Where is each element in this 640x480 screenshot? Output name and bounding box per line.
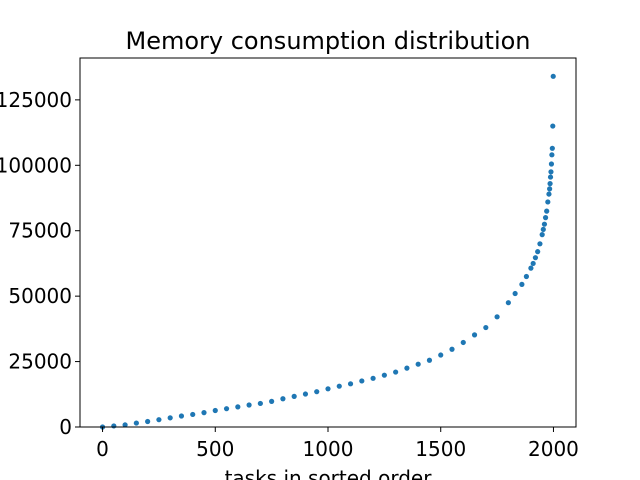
- data-point: [133, 420, 139, 426]
- data-point: [280, 396, 286, 402]
- data-point: [381, 372, 387, 378]
- data-point: [550, 123, 556, 129]
- data-point: [178, 413, 185, 419]
- x-tick-label: 1000: [303, 437, 354, 461]
- data-point: [404, 365, 410, 371]
- data-point: [547, 181, 553, 187]
- data-point: [190, 411, 196, 418]
- data-point: [549, 145, 555, 151]
- data-point: [537, 241, 543, 247]
- y-tick-label: 50000: [8, 284, 72, 308]
- data-point: [201, 410, 207, 416]
- data-point: [246, 402, 252, 408]
- data-point: [302, 391, 309, 397]
- data-point: [370, 375, 376, 381]
- data-point: [541, 221, 548, 227]
- data-point: [528, 265, 534, 271]
- data-point: [347, 381, 354, 387]
- data-point: [223, 406, 230, 412]
- data-point: [314, 389, 320, 395]
- data-point: [235, 404, 241, 410]
- data-point: [359, 378, 365, 384]
- y-tick-label: 100000: [0, 153, 72, 177]
- data-point: [494, 314, 500, 320]
- x-tick-label: 1500: [415, 437, 466, 461]
- data-point: [460, 339, 466, 346]
- data-point: [539, 232, 545, 238]
- data-point: [544, 208, 550, 214]
- data-point: [438, 352, 444, 358]
- x-axis-ticks: 0 500 1000 1500 2000: [96, 427, 579, 461]
- data-point: [548, 161, 555, 167]
- y-tick-label: 0: [59, 415, 72, 439]
- data-point: [145, 418, 151, 425]
- data-point: [291, 393, 297, 399]
- data-point: [547, 174, 554, 180]
- x-tick-label: 500: [196, 437, 234, 461]
- data-point: [542, 215, 549, 221]
- y-axis-ticks: 0 25000 50000 75000 100000 125000: [0, 88, 80, 439]
- data-point: [483, 324, 489, 331]
- data-point: [257, 400, 263, 407]
- data-point: [550, 73, 556, 79]
- data-point: [393, 369, 399, 375]
- data-point: [426, 357, 433, 363]
- y-tick-label: 125000: [0, 88, 72, 112]
- data-point: [530, 260, 536, 267]
- data-point: [535, 249, 541, 255]
- data-point: [519, 281, 525, 287]
- data-point: [212, 407, 218, 414]
- data-point: [449, 346, 455, 352]
- data-point: [546, 191, 552, 197]
- x-axis-label: tasks in sorted order: [225, 466, 433, 480]
- data-point: [505, 300, 511, 306]
- data-point: [512, 290, 518, 297]
- y-tick-label: 75000: [8, 219, 72, 243]
- data-point: [156, 417, 162, 423]
- data-point: [549, 152, 555, 158]
- data-point: [547, 186, 553, 192]
- data-point: [415, 361, 421, 367]
- data-point: [269, 398, 275, 404]
- data-point: [471, 332, 478, 338]
- data-point: [540, 226, 546, 233]
- chart-title: Memory consumption distribution: [125, 27, 530, 55]
- x-tick-label: 0: [96, 437, 109, 461]
- data-point: [523, 273, 530, 280]
- data-point: [325, 386, 331, 392]
- data-point: [548, 169, 554, 175]
- data-point: [532, 255, 539, 261]
- data-points: [99, 73, 556, 430]
- x-tick-label: 2000: [528, 437, 579, 461]
- data-point: [122, 422, 128, 428]
- data-point: [167, 415, 173, 421]
- data-point: [336, 383, 342, 389]
- data-point: [111, 423, 117, 429]
- data-point: [545, 199, 551, 205]
- y-tick-label: 25000: [8, 350, 72, 374]
